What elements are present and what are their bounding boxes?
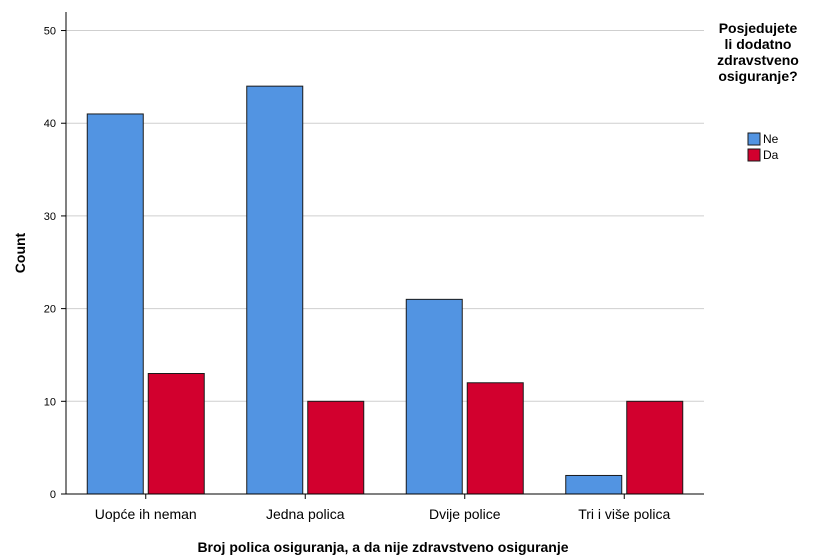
- bar-ne-2: [405, 298, 463, 495]
- bars: [86, 85, 684, 495]
- bar-da-2: [466, 382, 524, 495]
- y-tick-label: 30: [44, 211, 56, 223]
- legend-label-ne: Ne: [763, 132, 779, 146]
- bar-ne-1: [246, 85, 304, 495]
- gridlines: [66, 30, 704, 402]
- legend-label-da: Da: [763, 148, 779, 162]
- y-axis-title: Count: [12, 232, 28, 273]
- y-tick-label: 50: [44, 26, 56, 38]
- bar-ne-3: [565, 474, 623, 495]
- bar-da-0: [147, 373, 205, 495]
- x-tick-label: Dvije police: [429, 506, 501, 522]
- x-tick-label: Jedna polica: [266, 506, 345, 522]
- x-tick-label: Uopće ih neman: [95, 506, 197, 522]
- legend-swatch-da: [747, 148, 761, 162]
- bar-ne-0: [86, 113, 144, 495]
- x-tick-label: Tri i više polica: [578, 506, 670, 522]
- x-tick-labels: Uopće ih neman Jedna polica Dvije police Tr…: [95, 494, 670, 522]
- legend-title-line: Posjedujete: [719, 20, 798, 36]
- y-tick-label: 10: [44, 396, 56, 408]
- y-tick-label: 40: [44, 118, 56, 130]
- legend-title-line: li dodatno: [725, 36, 792, 52]
- axes: [65, 12, 704, 495]
- bar-da-3: [626, 400, 684, 495]
- legend-swatch-ne: [747, 132, 761, 146]
- y-tick-labels: 0 10 20 30 40 50: [44, 26, 66, 501]
- legend-title-line: osiguranje?: [718, 68, 797, 84]
- x-axis-title: Broj polica osiguranja, a da nije zdravs…: [197, 539, 568, 555]
- y-tick-label: 0: [50, 489, 56, 501]
- bar-da-1: [307, 400, 365, 495]
- legend-title-line: zdravstveno: [717, 52, 799, 68]
- y-tick-label: 20: [44, 304, 56, 316]
